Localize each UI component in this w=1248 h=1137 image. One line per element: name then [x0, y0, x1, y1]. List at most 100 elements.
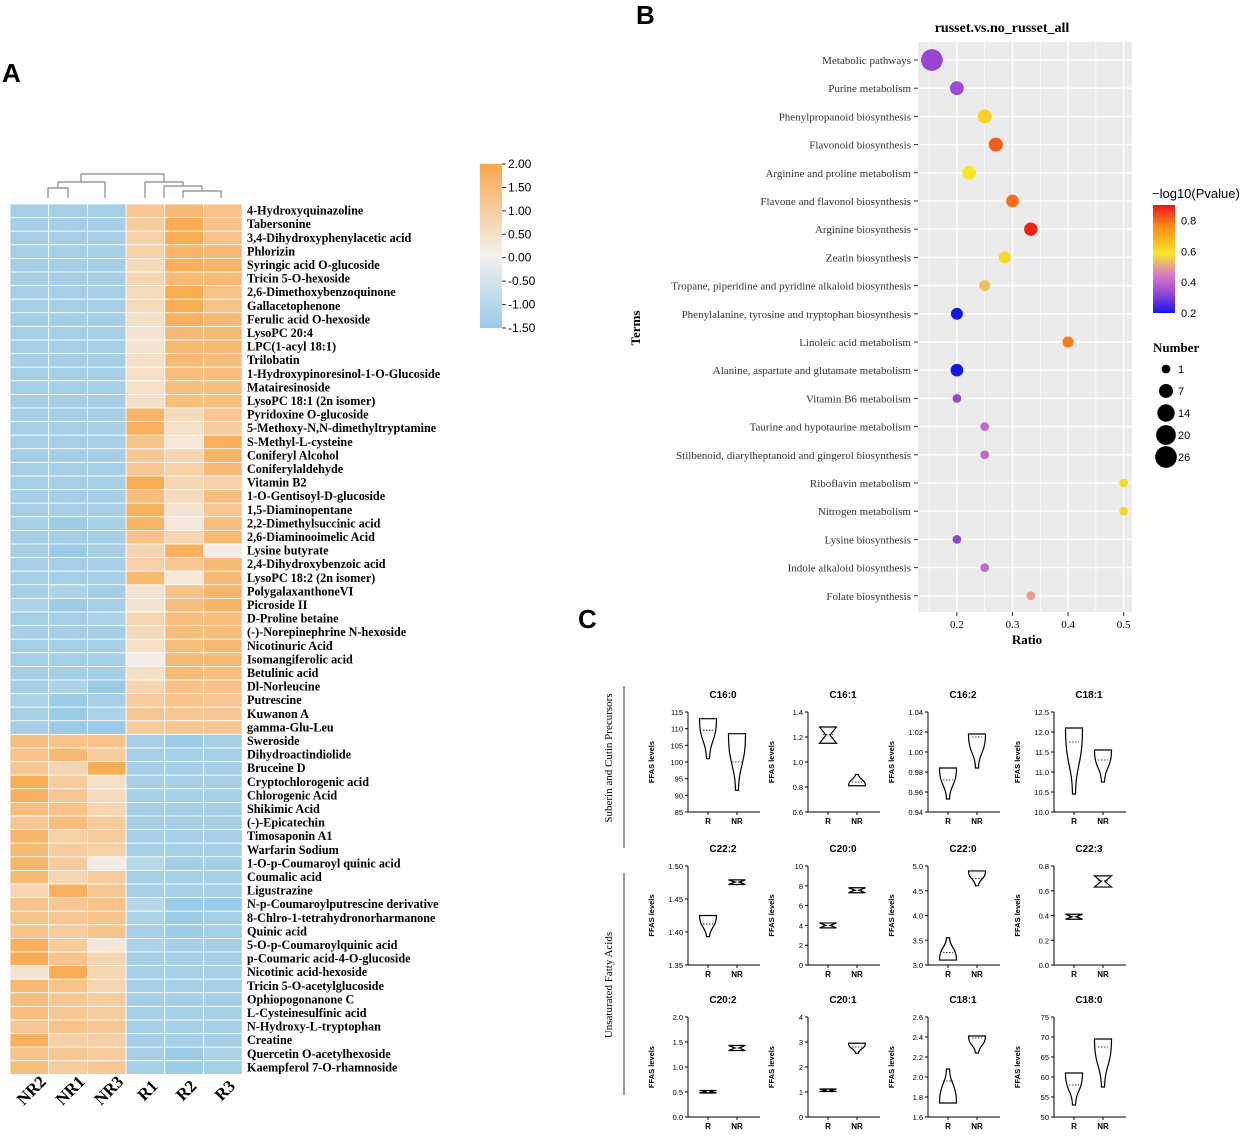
- heatmap-cell: [9, 230, 50, 246]
- heatmap-row-label: Tabersonine: [247, 217, 311, 231]
- violin-y-tick: 1.40: [668, 928, 683, 937]
- heatmap-cell: [164, 230, 204, 246]
- violin-shape: [819, 922, 837, 929]
- heatmap-cell: [164, 298, 204, 314]
- heatmap-cell: [48, 679, 88, 695]
- heatmap-cell: [203, 897, 243, 912]
- violin-y-label: FFAS levels: [647, 1046, 656, 1088]
- heatmap-cell: [48, 829, 88, 844]
- violin-y-tick: 2.6: [913, 1013, 923, 1022]
- violin-y-tick: 0.6: [793, 808, 803, 817]
- heatmap-cell: [203, 244, 243, 259]
- heatmap-cell: [125, 693, 166, 708]
- heatmap-legend-tick: 0.00: [508, 251, 532, 265]
- violin-y-tick: 105: [670, 741, 683, 750]
- heatmap-cell: [125, 706, 166, 722]
- heatmap-cell: [9, 421, 50, 436]
- heatmap-cell: [125, 380, 166, 395]
- heatmap-cell: [203, 461, 243, 477]
- heatmap-cell: [164, 815, 204, 831]
- violin-y-tick: 2.0: [913, 1073, 923, 1082]
- heatmap-cell: [125, 570, 166, 586]
- heatmap-cell: [125, 666, 166, 681]
- heatmap-cell: [203, 951, 243, 967]
- violin-title: C22:3: [1075, 844, 1103, 855]
- violin-shape: [967, 870, 987, 887]
- violin-y-tick: 1.6: [913, 1113, 923, 1122]
- heatmap-cell: [203, 1019, 243, 1035]
- heatmap-cell: [125, 1060, 166, 1075]
- violin-shape: [698, 914, 718, 938]
- heatmap-cell: [87, 570, 127, 586]
- panel-letter-a: A: [2, 58, 21, 88]
- heatmap-cell: [125, 652, 166, 667]
- heatmap-cell: [87, 353, 127, 368]
- violin-group-label: R: [825, 970, 831, 979]
- heatmap-cell: [125, 1033, 166, 1048]
- heatmap-cell: [9, 734, 50, 749]
- violin-shape: [728, 879, 746, 886]
- heatmap-cell: [48, 951, 88, 967]
- bubble-point: [1024, 222, 1038, 236]
- violin-y-tick: 8: [799, 882, 803, 891]
- bubble-term-label: Phenylpropanoid biosynthesis: [779, 111, 911, 123]
- violin-shape: [699, 1089, 717, 1094]
- heatmap-cell: [9, 666, 50, 681]
- violin-group-label: NR: [971, 970, 983, 979]
- violin-group-label: NR: [731, 1122, 743, 1131]
- heatmap-cell: [125, 217, 166, 232]
- heatmap-row-label: Trilobatin: [247, 353, 300, 367]
- heatmap-cell: [48, 734, 88, 749]
- violin-y-tick: 4.0: [913, 912, 923, 921]
- heatmap-cell: [87, 761, 127, 776]
- heatmap-cell: [125, 353, 166, 368]
- heatmap-cell: [125, 475, 166, 491]
- violin-title: C16:2: [949, 690, 977, 701]
- heatmap-cell: [125, 1006, 166, 1021]
- heatmap-cell: [87, 992, 127, 1007]
- violin-shape: [1064, 1072, 1084, 1106]
- violin-group-label: NR: [1097, 1122, 1109, 1131]
- heatmap-row-label: Dihydroactindiolide: [247, 748, 352, 762]
- heatmap-cell: [164, 924, 204, 939]
- heatmap-cell: [203, 992, 243, 1007]
- heatmap-cell: [9, 516, 50, 531]
- violin-y-tick: 1: [799, 1088, 803, 1097]
- bubble-point: [1026, 591, 1036, 601]
- heatmap-cell: [203, 393, 243, 409]
- heatmap-row-label: Quercetin O-acetylhexoside: [247, 1047, 391, 1061]
- heatmap-cell: [164, 257, 204, 273]
- heatmap-cell: [203, 489, 243, 504]
- bubble-term-label: Flavonoid biosynthesis: [809, 140, 911, 152]
- heatmap-cell: [48, 638, 88, 654]
- bubble-term-label: Alanine, aspartate and glutamate metabol…: [713, 365, 912, 377]
- heatmap-cell: [87, 978, 127, 994]
- bubble-point: [950, 363, 964, 377]
- size-legend-dot: [1155, 446, 1177, 468]
- violin-group-label: R: [705, 817, 711, 826]
- heatmap-cell: [125, 366, 166, 382]
- violin-plot: C18:1 2.6 2.4 2.2 2.0 1.8 1.6 FFAS levels R NR: [887, 995, 1000, 1131]
- heatmap-cell: [9, 353, 50, 368]
- heatmap-cell: [125, 325, 166, 341]
- violin-y-tick: 0.6: [1039, 887, 1049, 896]
- heatmap-cell: [9, 244, 50, 259]
- violin-shape: [819, 1088, 837, 1093]
- heatmap-legend-tick: -1.00: [508, 298, 536, 312]
- heatmap-row-label: N-Hydroxy-L-tryptophan: [247, 1020, 381, 1034]
- violin-y-tick: 11.5: [1035, 748, 1049, 757]
- heatmap-cell: [48, 1060, 88, 1075]
- violin-y-tick: 1.00: [908, 748, 923, 757]
- violin-plot: C16:0 115 110 105 100 95 90 85 FFAS levels R NR: [647, 690, 760, 826]
- heatmap-cell: [125, 747, 166, 763]
- violin-plot: C22:0 5.0 4.5 4.0 3.5 3.0 FFAS levels R NR: [887, 844, 1000, 979]
- violin-y-label: FFAS levels: [647, 741, 656, 783]
- violin-y-tick: 1.45: [668, 895, 683, 904]
- heatmap-color-legend: 2.00 1.50 1.00 0.50 0.00 -0.50 -1.00 -1.50: [480, 157, 536, 335]
- heatmap-cell: [87, 1060, 127, 1075]
- bubble-point: [977, 109, 992, 124]
- bubble-point: [952, 394, 962, 403]
- heatmap-cell: [9, 448, 50, 463]
- heatmap-cell: [203, 421, 243, 436]
- heatmap-cell: [9, 339, 50, 355]
